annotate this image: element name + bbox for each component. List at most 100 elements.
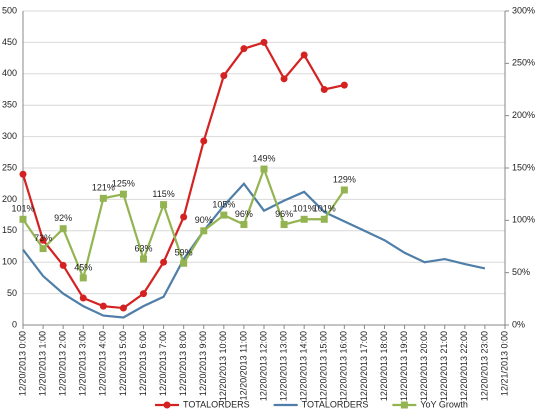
x-tick-label: 12/20/2013 1:00 xyxy=(37,331,47,396)
point xyxy=(200,227,208,235)
x-tick-label: 12/20/2013 9:00 xyxy=(198,331,208,396)
legend-label: YoY Growth xyxy=(420,399,468,409)
y2-tick-label: 0% xyxy=(512,319,525,329)
x-tick-label: 12/20/2013 21:00 xyxy=(439,331,449,401)
y-tick-label: 100 xyxy=(2,257,17,267)
point xyxy=(140,290,147,298)
point xyxy=(19,215,27,223)
x-tick-label: 12/21/2013 0:00 xyxy=(499,331,509,396)
point xyxy=(140,255,147,263)
point xyxy=(59,261,67,269)
data-label: 149% xyxy=(252,153,275,163)
point xyxy=(280,75,288,83)
series-line xyxy=(22,181,486,319)
x-tick-label: 12/20/2013 8:00 xyxy=(178,331,188,396)
x-tick-label: 12/20/2013 20:00 xyxy=(419,331,429,401)
data-label: 105% xyxy=(212,199,235,209)
point xyxy=(260,165,268,173)
y-tick-label: 200 xyxy=(2,194,17,204)
x-tick-label: 12/20/2013 4:00 xyxy=(98,331,108,396)
y2-tick-label: 50% xyxy=(512,267,530,277)
x-tick-label: 12/20/2013 2:00 xyxy=(58,331,68,396)
y-tick-label: 400 xyxy=(2,68,17,78)
legend-marker xyxy=(400,401,408,409)
x-tick-label: 12/20/2013 23:00 xyxy=(479,331,489,401)
data-label: 90% xyxy=(195,215,213,225)
legend-label: TOTALORDERS xyxy=(183,399,250,409)
y2-tick-label: 300% xyxy=(512,5,535,15)
point xyxy=(260,38,268,46)
data-label: 45% xyxy=(74,262,92,272)
data-label: 101% xyxy=(11,204,34,214)
data-label: 96% xyxy=(275,209,293,219)
point xyxy=(180,259,188,267)
series-line xyxy=(21,41,345,310)
point xyxy=(119,304,127,312)
data-label: 63% xyxy=(134,243,152,253)
x-tick-label: 12/20/2013 7:00 xyxy=(158,331,168,396)
point xyxy=(280,221,288,229)
point xyxy=(59,225,67,233)
point xyxy=(160,201,168,209)
data-label: 92% xyxy=(54,213,72,223)
data-label: 96% xyxy=(235,209,253,219)
x-tick-label: 12/20/2013 10:00 xyxy=(218,331,228,401)
y-tick-label: 0 xyxy=(12,319,17,329)
point xyxy=(340,186,348,194)
legend-marker xyxy=(163,401,171,409)
point xyxy=(119,190,127,198)
data-label: 101% xyxy=(313,204,336,214)
point xyxy=(39,236,47,244)
x-tick-label: 12/20/2013 15:00 xyxy=(319,331,329,401)
point xyxy=(19,170,27,178)
y2-tick-label: 150% xyxy=(512,162,535,172)
x-tick-label: 12/20/2013 18:00 xyxy=(379,331,389,401)
x-tick-label: 12/20/2013 17:00 xyxy=(359,331,369,401)
point xyxy=(240,45,248,53)
y-tick-label: 300 xyxy=(2,131,17,141)
data-label: 129% xyxy=(333,174,356,184)
data-label: 115% xyxy=(152,189,174,199)
x-tick-label: 12/20/2013 5:00 xyxy=(118,331,128,396)
point xyxy=(300,215,308,223)
x-tick-label: 12/20/2013 13:00 xyxy=(278,331,288,401)
x-tick-label: 12/20/2013 3:00 xyxy=(78,331,88,396)
x-tick-label: 12/20/2013 0:00 xyxy=(17,331,27,396)
y-tick-label: 150 xyxy=(2,225,17,235)
y2-tick-label: 200% xyxy=(512,110,535,120)
data-label: 101% xyxy=(293,204,316,214)
point xyxy=(99,302,107,310)
x-tick-label: 12/20/2013 22:00 xyxy=(459,331,469,401)
x-tick-label: 12/20/2013 14:00 xyxy=(299,331,309,401)
point xyxy=(220,72,228,80)
point xyxy=(39,245,47,253)
y-tick-label: 50 xyxy=(7,288,17,298)
data-label: 125% xyxy=(112,179,135,189)
y-tick-label: 450 xyxy=(2,37,17,47)
point xyxy=(160,258,168,266)
x-tick-label: 12/20/2013 6:00 xyxy=(138,331,148,396)
point xyxy=(79,294,87,302)
y-tick-label: 250 xyxy=(2,162,17,172)
y2-tick-label: 250% xyxy=(512,58,535,68)
data-label: 59% xyxy=(175,248,193,258)
legend-label: TOTALORDERS xyxy=(302,399,369,409)
y-tick-label: 350 xyxy=(2,100,17,110)
x-tick-label: 12/20/2013 11:00 xyxy=(238,331,248,400)
point xyxy=(79,274,87,282)
point xyxy=(340,81,348,89)
data-label: 121% xyxy=(92,183,115,193)
x-tick-label: 12/20/2013 12:00 xyxy=(258,331,268,401)
point xyxy=(220,211,228,219)
point xyxy=(320,215,328,223)
y-tick-label: 500 xyxy=(2,5,17,15)
point xyxy=(240,221,248,229)
point xyxy=(320,86,328,93)
data-label: 73% xyxy=(34,233,52,243)
point xyxy=(99,194,107,202)
point xyxy=(180,213,188,221)
point xyxy=(300,51,308,59)
point xyxy=(200,137,208,145)
y2-tick-label: 100% xyxy=(512,215,535,225)
